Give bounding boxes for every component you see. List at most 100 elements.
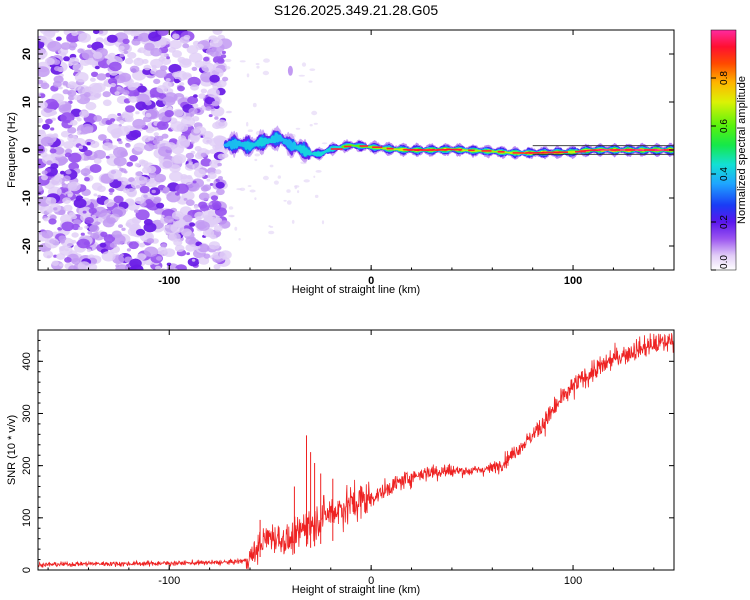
noise-blob <box>186 116 192 121</box>
noise-blob <box>56 36 62 41</box>
noise-blob <box>193 168 206 178</box>
noise-blob <box>118 45 125 51</box>
noise-blob <box>153 132 159 137</box>
noise-blob <box>89 224 100 233</box>
snr-line <box>38 333 674 570</box>
noise-blob <box>212 30 223 35</box>
noise-blob <box>213 225 223 232</box>
spectrogram-ytick-label: 0 <box>21 147 33 153</box>
noise-blob <box>277 175 281 179</box>
noise-blob <box>61 182 66 186</box>
noise-blob <box>61 221 75 232</box>
noise-blob <box>121 227 126 231</box>
noise-blob <box>122 114 132 122</box>
noise-blob <box>53 146 65 155</box>
noise-blob <box>69 42 78 49</box>
noise-blob <box>164 110 174 118</box>
noise-blob <box>58 246 66 251</box>
noise-blob <box>192 103 199 109</box>
noise-blob <box>308 80 313 83</box>
noise-blob <box>314 194 319 198</box>
noise-blob <box>60 130 70 138</box>
noise-blob <box>239 60 246 63</box>
noise-blob <box>151 65 157 70</box>
noise-blob <box>96 73 107 81</box>
noise-blob <box>91 247 96 251</box>
noise-blob <box>101 251 116 262</box>
noise-blob <box>61 189 67 193</box>
noise-blob <box>77 130 82 134</box>
noise-blob <box>187 73 192 77</box>
noise-blob <box>83 92 91 98</box>
noise-blob <box>175 264 187 270</box>
noise-blob <box>160 214 165 218</box>
noise-blob <box>38 79 44 85</box>
noise-blob <box>187 76 201 87</box>
noise-blob <box>63 56 70 62</box>
noise-blob <box>179 58 192 68</box>
noise-blob <box>67 181 81 192</box>
colorbar-tick-label: 0.4 <box>719 167 730 181</box>
snr-ytick-label: 300 <box>21 404 33 422</box>
noise-blob <box>254 153 261 157</box>
noise-blob <box>189 222 196 227</box>
noise-blob <box>273 180 279 185</box>
noise-blob <box>97 194 102 198</box>
noise-blob <box>38 36 48 43</box>
noise-blob <box>185 236 196 245</box>
noise-blob <box>190 135 200 143</box>
noise-blob <box>102 142 114 151</box>
noise-blob <box>140 160 149 167</box>
noise-blob <box>71 258 81 265</box>
spectrogram-ytick-label: -20 <box>21 238 33 254</box>
noise-blob <box>200 158 212 167</box>
noise-blob <box>100 231 108 237</box>
noise-blob <box>178 135 187 142</box>
noise-blob <box>194 211 205 220</box>
noise-blob <box>110 118 116 122</box>
noise-blob <box>113 146 128 158</box>
noise-blob <box>208 137 221 147</box>
noise-blob <box>254 197 257 201</box>
noise-blob <box>133 91 140 96</box>
noise-blob <box>217 176 223 180</box>
snr-frame <box>37 329 675 571</box>
noise-blob <box>166 56 171 60</box>
noise-blob <box>125 222 131 227</box>
noise-blob <box>198 192 210 201</box>
noise-blob <box>127 83 138 91</box>
noise-blob <box>174 78 180 84</box>
noise-blob <box>126 161 133 167</box>
noise-blob <box>129 65 140 73</box>
noise-blob <box>191 66 198 71</box>
noise-blob <box>139 185 150 194</box>
noise-blob <box>195 43 204 51</box>
noise-blob <box>207 172 217 180</box>
noise-blob <box>160 53 167 58</box>
noise-blob <box>44 237 60 249</box>
noise-blob <box>44 98 58 109</box>
noise-blob <box>142 166 152 174</box>
noise-blob <box>38 93 41 98</box>
noise-blob <box>80 123 94 134</box>
noise-blob <box>102 218 115 228</box>
noise-blob <box>162 81 172 89</box>
noise-blob <box>129 155 139 162</box>
noise-blob <box>246 73 250 78</box>
noise-blob <box>224 58 232 63</box>
noise-blob <box>295 127 301 130</box>
noise-blob <box>125 105 135 113</box>
noise-blob <box>67 126 77 134</box>
noise-blob <box>62 104 70 111</box>
noise-blob <box>155 265 162 270</box>
noise-blob <box>103 234 116 243</box>
noise-blob <box>172 108 184 117</box>
noise-blob <box>215 51 222 57</box>
noise-blob <box>97 134 107 141</box>
noise-blob <box>107 77 118 85</box>
noise-blob <box>133 57 145 66</box>
snr-xtick-label: 0 <box>368 575 374 587</box>
noise-blob <box>78 145 84 150</box>
noise-blob <box>185 243 196 252</box>
